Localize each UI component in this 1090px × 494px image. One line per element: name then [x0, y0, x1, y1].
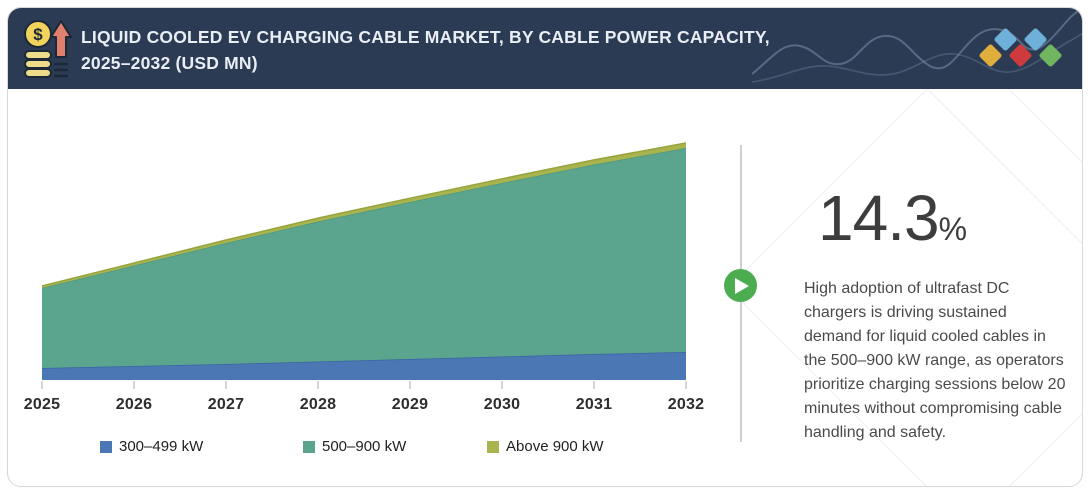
brand-diamonds-logo-icon [979, 28, 1062, 67]
legend-label: 500–900 kW [322, 438, 407, 455]
legend-swatch-blue-icon [100, 440, 112, 453]
play-icon [735, 277, 749, 294]
legend-swatch-teal-icon [303, 440, 315, 453]
title-line-2: 2025–2032 (USD MN) [81, 53, 258, 73]
cagr-number: 14.3 [818, 182, 940, 254]
cagr-description: High adoption of ultrafast DC chargers i… [804, 280, 1066, 441]
legend-label: Above 900 kW [506, 438, 604, 455]
wave-decoration-icon [752, 8, 1082, 83]
svg-text:$: $ [33, 25, 43, 44]
header-bar: $ LIQUID COOLED EV CHARGING CABLE MARKET… [8, 8, 1082, 89]
legend-label: 300–499 kW [119, 438, 204, 455]
legend-item-300-499kw: 300–499 kW [100, 438, 203, 455]
money-growth-icon: $ [24, 20, 72, 78]
play-button[interactable] [724, 269, 757, 302]
percent-sign: % [938, 211, 968, 247]
legend-item-500-900kw: 500–900 kW [303, 438, 406, 455]
page-title: LIQUID COOLED EV CHARGING CABLE MARKET, … [81, 24, 770, 76]
legend-swatch-olive-icon [487, 440, 499, 453]
legend-item-above-900kw: Above 900 kW [487, 438, 604, 455]
title-line-1: LIQUID COOLED EV CHARGING CABLE MARKET, … [81, 27, 770, 47]
cagr-value: 14.3% [818, 186, 967, 261]
